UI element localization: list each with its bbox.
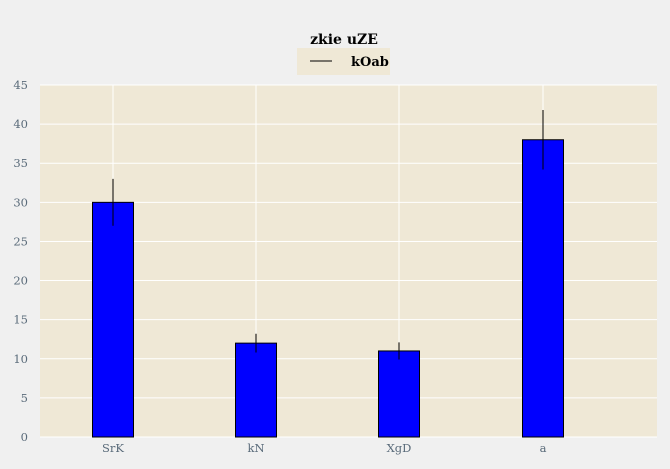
legend: kOab bbox=[297, 48, 390, 75]
bar-a bbox=[522, 139, 564, 438]
x-tick-label: kN bbox=[247, 441, 264, 455]
y-tick-label: 45 bbox=[13, 78, 28, 92]
y-tick-label: 15 bbox=[13, 313, 28, 327]
y-tick-label: 30 bbox=[13, 195, 28, 209]
y-tick-label: 20 bbox=[13, 274, 28, 288]
y-tick-label: 40 bbox=[13, 117, 28, 131]
y-tick-label: 0 bbox=[21, 430, 28, 444]
bars bbox=[92, 139, 564, 438]
bar-kN bbox=[235, 342, 277, 438]
error-bars bbox=[112, 110, 544, 360]
y-tick-label: 25 bbox=[13, 234, 28, 248]
x-tick-label: a bbox=[540, 441, 547, 455]
x-tick-labels: SrK kN XgD a bbox=[102, 441, 547, 455]
bar-SrK bbox=[92, 201, 134, 438]
y-tick-label: 35 bbox=[13, 156, 28, 170]
bar-XgD bbox=[378, 350, 420, 438]
x-tick-label: XgD bbox=[387, 441, 412, 455]
y-tick-label: 5 bbox=[21, 391, 28, 405]
y-tick-labels: 0 5 10 15 20 25 30 35 40 45 bbox=[13, 78, 28, 444]
x-tick-label: SrK bbox=[102, 441, 124, 455]
chart-title: zkie uZE bbox=[310, 32, 378, 48]
y-tick-label: 10 bbox=[13, 352, 28, 366]
legend-label: kOab bbox=[351, 55, 389, 70]
